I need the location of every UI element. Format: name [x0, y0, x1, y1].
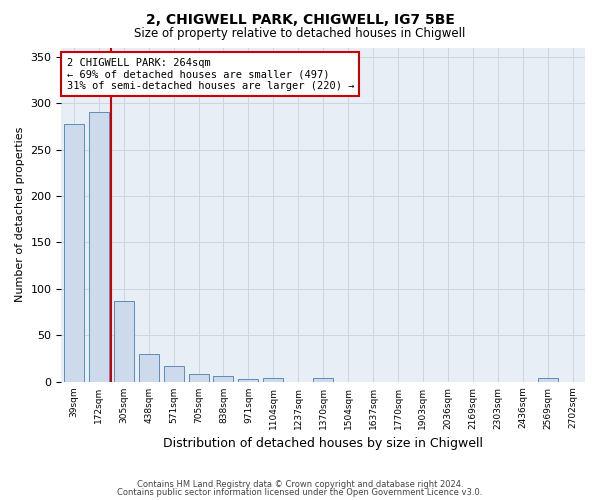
Bar [538, 378, 557, 382]
Bar [214, 376, 233, 382]
Text: 2, CHIGWELL PARK, CHIGWELL, IG7 5BE: 2, CHIGWELL PARK, CHIGWELL, IG7 5BE [146, 12, 454, 26]
Bar [263, 378, 283, 382]
X-axis label: Distribution of detached houses by size in Chigwell: Distribution of detached houses by size … [163, 437, 483, 450]
Bar [313, 378, 333, 382]
Text: Size of property relative to detached houses in Chigwell: Size of property relative to detached ho… [134, 28, 466, 40]
Text: 2 CHIGWELL PARK: 264sqm
← 69% of detached houses are smaller (497)
31% of semi-d: 2 CHIGWELL PARK: 264sqm ← 69% of detache… [67, 58, 354, 90]
Bar [164, 366, 184, 382]
Text: Contains public sector information licensed under the Open Government Licence v3: Contains public sector information licen… [118, 488, 482, 497]
Bar [238, 379, 259, 382]
Bar [89, 112, 109, 382]
Bar [188, 374, 209, 382]
Y-axis label: Number of detached properties: Number of detached properties [15, 127, 25, 302]
Bar [139, 354, 158, 382]
Bar [64, 124, 84, 382]
Bar [114, 301, 134, 382]
Text: Contains HM Land Registry data © Crown copyright and database right 2024.: Contains HM Land Registry data © Crown c… [137, 480, 463, 489]
